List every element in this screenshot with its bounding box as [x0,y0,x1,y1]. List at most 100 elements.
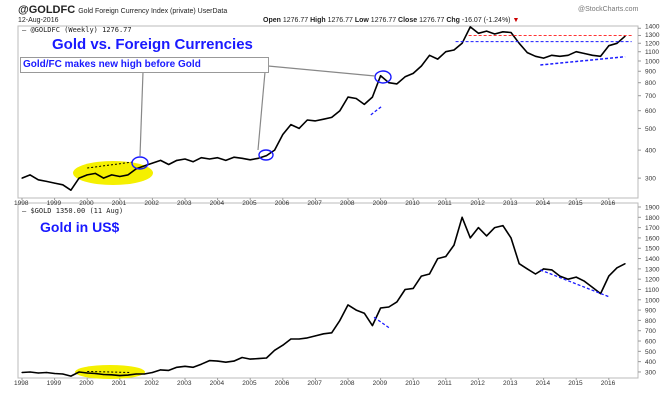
ohlc-value-close: 1276.77 [419,17,447,24]
top-data-point [306,119,308,121]
top-data-point [78,177,80,179]
bottom-data-point [559,275,561,277]
top-ytick-label: 1400 [645,24,660,31]
bottom-data-point [208,360,211,362]
bottom-data-point [290,338,292,340]
top-data-point [396,83,398,85]
top-xtick-label: 2010 [405,200,420,207]
ohlc-label-high: High [310,17,328,24]
bottom-data-point [241,356,243,359]
top-data-point [331,116,333,119]
bottom-data-point [575,276,577,278]
bottom-data-point [249,358,251,360]
top-data-point [45,180,48,183]
callout-leader-line [267,65,376,77]
bottom-legend: — $GOLD 1350.00 (11 Aug) [22,207,124,215]
bottom-legend-text: $GOLD 1350.00 (11 Aug) [30,207,124,215]
top-data-point [510,31,512,34]
top-ytick-label: 1300 [645,32,660,39]
top-xtick-label: 2003 [177,200,192,207]
bottom-ytick-label: 1300 [645,266,660,273]
bottom-xtick-label: 2009 [373,380,388,387]
top-ytick-label: 600 [645,108,656,115]
bottom-xtick-label: 2012 [470,380,485,387]
top-data-point [314,120,316,122]
bottom-data-point [608,275,610,277]
bottom-data-point [21,371,23,374]
top-data-point [502,31,504,33]
top-data-point [241,157,243,159]
bottom-data-point [86,372,88,374]
bottom-data-point [192,366,194,368]
bottom-xtick-label: 2002 [144,380,159,387]
bottom-data-point [428,273,431,275]
bottom-xtick-label: 2013 [503,380,518,387]
top-xtick-label: 2006 [275,200,290,207]
top-xtick-label: 2011 [438,200,452,207]
top-data-point [437,58,439,60]
top-data-point [62,184,64,186]
bottom-data-point [469,237,471,239]
top-data-point [534,55,537,57]
bottom-data-point [257,357,259,360]
top-ytick-label: 800 [645,80,656,87]
bottom-data-point [298,338,300,340]
bottom-panel-frame [17,202,639,379]
callout-leader-line [257,71,266,151]
bottom-data-point [347,304,349,306]
top-xtick-label: 2007 [307,200,322,207]
bottom-data-point [453,244,455,246]
bottom-ytick-label: 900 [645,308,656,315]
top-data-point [94,172,96,174]
bottom-data-point [217,360,219,362]
bottom-data-point [445,255,447,258]
top-data-point [575,51,577,53]
bottom-data-point [534,273,537,275]
ohlc-readout: Open 1276.77 High 1276.77 Low 1276.77 Cl… [263,17,519,25]
top-data-point [298,127,300,130]
bottom-xtick-label: 1999 [47,380,62,387]
bottom-2009-line [373,316,391,330]
bottom-data-point [567,278,569,280]
top-xtick-label: 2002 [144,200,159,207]
bottom-data-point [37,372,39,374]
bottom-data-point [420,275,422,277]
bottom-data-point [477,227,479,229]
bottom-data-point [62,373,64,375]
top-data-point [159,159,162,161]
bottom-ytick-label: 1200 [645,277,660,284]
bottom-ytick-label: 700 [645,328,656,335]
top-xtick-label: 2012 [470,200,485,207]
bottom-highlight-dashed-line [87,370,130,373]
callout-leader-line [139,71,144,157]
top-data-point [600,55,602,57]
top-data-point [485,30,488,32]
bottom-data-point [412,287,414,290]
top-legend: — @GOLDFC (Weekly) 1276.77 [22,26,132,34]
ohlc-label-chg: Chg [446,17,462,24]
bottom-ytick-label: 1700 [645,225,660,232]
ohlc-value-chg: -16.07 (-1.24%) [461,17,513,24]
top-data-point [127,174,129,176]
bottom-data-point [355,309,357,311]
bottom-data-point [306,337,308,339]
top-data-point [192,161,194,163]
bottom-ytick-label: 1800 [645,215,660,222]
bottom-data-point [331,332,333,334]
top-ytick-label: 700 [645,93,656,100]
bottom-xtick-label: 2006 [275,380,290,387]
bottom-xtick-label: 2004 [210,380,225,387]
ohlc-value-open: 1276.77 [282,17,311,24]
bottom-data-point [380,307,382,309]
top-legend-text: @GOLDFC (Weekly) 1276.77 [30,26,132,34]
bottom-data-point [176,366,178,368]
top-ytick-label: 500 [645,126,656,133]
bottom-ytick-label: 600 [645,339,656,346]
top-data-point [428,54,431,56]
top-data-point [168,163,170,166]
bottom-ytick-label: 1600 [645,235,660,242]
top-data-point [404,76,406,78]
bottom-data-point [127,374,129,376]
top-data-point [518,42,520,44]
